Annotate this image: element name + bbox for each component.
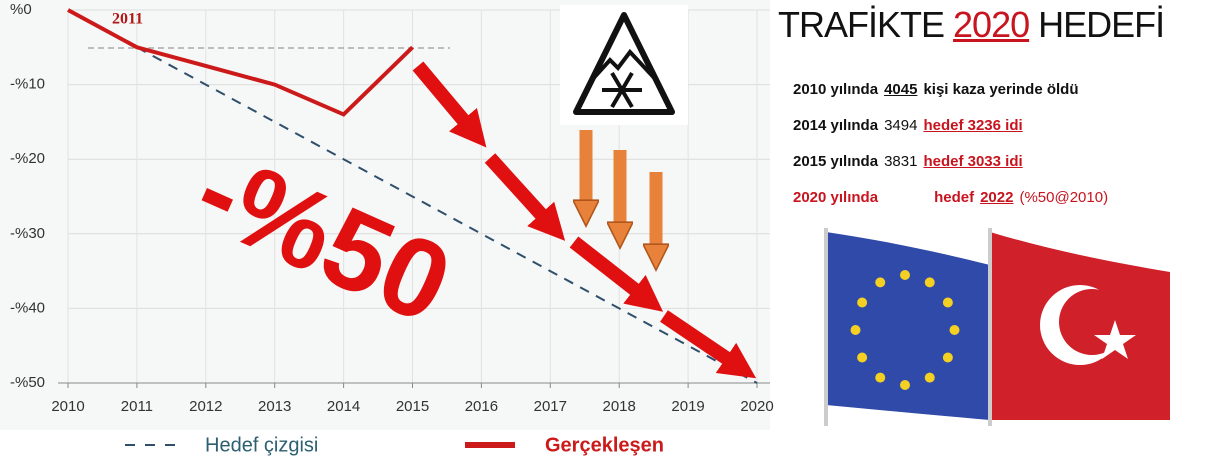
series-line — [136, 46, 758, 384]
star — [900, 380, 910, 390]
red-arrows — [412, 61, 757, 379]
y-tick-label: %0 — [10, 1, 32, 18]
x-tick-label: 2011 — [121, 398, 153, 415]
title-part: TRAFİKTE — [778, 4, 945, 45]
text: 4045 — [884, 81, 918, 98]
annotation: 2011 — [112, 11, 143, 28]
star — [942, 297, 953, 308]
x-tick-label: 2016 — [465, 398, 498, 415]
x-tick-label: 2014 — [327, 398, 360, 415]
orange-arrows — [586, 130, 656, 252]
x-tick-label: 2017 — [534, 398, 567, 415]
title-part: 2020 — [953, 4, 1030, 45]
arrow — [412, 61, 487, 148]
text: 2020 yılında — [793, 189, 879, 206]
legend-label: Hedef çizgisi — [205, 434, 318, 456]
star — [942, 352, 953, 363]
star — [949, 325, 960, 335]
title-part: HEDEFİ — [1038, 4, 1165, 45]
text: hedef 3033 idi — [923, 153, 1023, 170]
star — [924, 372, 935, 383]
x-tick-label: 2013 — [258, 398, 291, 415]
panel-row: 2020 yılında hedef 2022 (%50@2010) — [793, 180, 1198, 216]
text: 2010 yılında — [793, 81, 879, 98]
star — [875, 277, 886, 288]
y-tick-label: -%10 — [10, 76, 45, 93]
flags — [795, 228, 1170, 426]
star — [875, 372, 886, 383]
x-tick-label: 2010 — [51, 398, 84, 415]
text: kişi kaza yerinde öldü — [923, 81, 1079, 98]
arrow — [660, 310, 757, 379]
panel-title: TRAFİKTE 2020 HEDEFİ — [778, 4, 1198, 46]
text: (%50@2010) — [1019, 189, 1109, 206]
side-panel: TRAFİKTE 2020 HEDEFİ 2010 yılında 4045 kiş… — [778, 4, 1198, 216]
series-line — [67, 8, 414, 117]
y-tick-label: -%50 — [10, 374, 45, 391]
text: 3831 — [884, 153, 918, 170]
x-tick-label: 2020 — [740, 398, 773, 415]
text: hedef — [934, 189, 975, 206]
x-tick-label: 2018 — [603, 398, 636, 415]
panel-row: 2014 yılında 3494 hedef 3236 idi — [793, 108, 1198, 144]
text: 3494 — [884, 117, 918, 134]
x-tick-label: 2019 — [671, 398, 704, 415]
star — [900, 270, 910, 280]
arrow — [484, 153, 566, 241]
text: hedef 3236 idi — [923, 117, 1023, 134]
arrow — [569, 236, 664, 312]
star — [850, 325, 861, 335]
panel-row: 2010 yılında 4045 kişi kaza yerinde öldü — [793, 72, 1198, 108]
star — [857, 297, 868, 308]
text: 2022 — [980, 189, 1014, 206]
lines — [67, 8, 758, 384]
y-tick-label: -%30 — [10, 225, 45, 242]
legend-label: Gerçekleşen — [545, 434, 664, 456]
text: 2014 yılında — [793, 117, 879, 134]
star — [924, 277, 935, 288]
snow-icon — [560, 5, 688, 125]
legend: Hedef çizgisi Gerçekleşen — [125, 434, 664, 456]
y-tick-label: -%40 — [10, 299, 45, 316]
panel-row: 2015 yılında 3831 hedef 3033 idi — [793, 144, 1198, 180]
x-tick-label: 2015 — [396, 398, 429, 415]
star — [857, 352, 868, 363]
text: 2015 yılında — [793, 153, 879, 170]
y-tick-label: -%20 — [10, 150, 45, 167]
x-tick-label: 2012 — [189, 398, 222, 415]
